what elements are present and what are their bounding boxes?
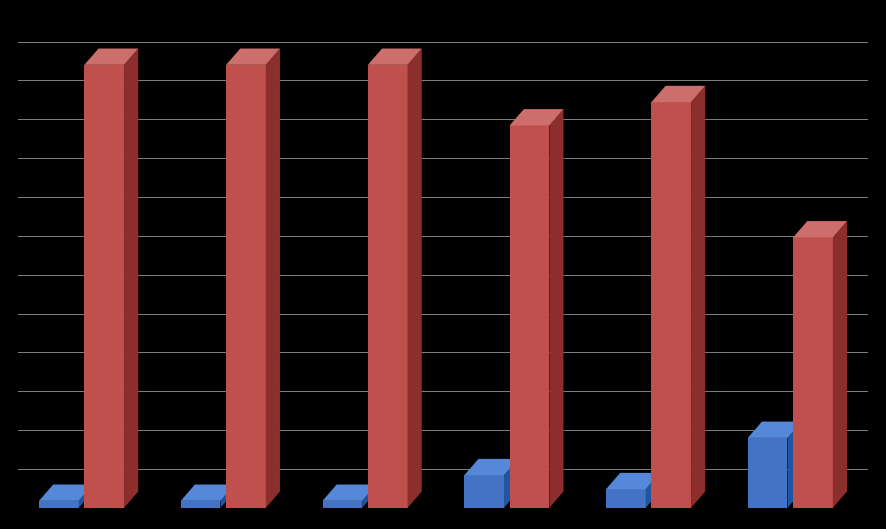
- Polygon shape: [606, 473, 660, 489]
- Polygon shape: [323, 485, 377, 501]
- Polygon shape: [748, 422, 802, 438]
- Polygon shape: [79, 485, 93, 508]
- Polygon shape: [509, 109, 563, 125]
- Polygon shape: [793, 221, 847, 238]
- Polygon shape: [509, 125, 549, 508]
- Polygon shape: [181, 501, 221, 508]
- Polygon shape: [788, 422, 802, 508]
- Polygon shape: [181, 485, 235, 501]
- Polygon shape: [464, 459, 518, 475]
- Polygon shape: [833, 221, 847, 508]
- Polygon shape: [362, 485, 377, 508]
- Polygon shape: [84, 49, 138, 65]
- Polygon shape: [691, 86, 705, 508]
- Polygon shape: [368, 49, 422, 65]
- Polygon shape: [651, 86, 705, 102]
- Polygon shape: [124, 49, 138, 508]
- Polygon shape: [226, 65, 266, 508]
- Polygon shape: [39, 501, 79, 508]
- Polygon shape: [266, 49, 280, 508]
- Polygon shape: [651, 102, 691, 508]
- Polygon shape: [39, 485, 93, 501]
- Polygon shape: [793, 238, 833, 508]
- Polygon shape: [646, 473, 660, 508]
- Polygon shape: [368, 65, 408, 508]
- Polygon shape: [221, 485, 235, 508]
- Polygon shape: [408, 49, 422, 508]
- Polygon shape: [464, 475, 504, 508]
- Polygon shape: [606, 489, 646, 508]
- Polygon shape: [748, 438, 788, 508]
- Polygon shape: [549, 109, 563, 508]
- Polygon shape: [504, 459, 518, 508]
- Polygon shape: [226, 49, 280, 65]
- Polygon shape: [84, 65, 124, 508]
- Polygon shape: [323, 501, 362, 508]
